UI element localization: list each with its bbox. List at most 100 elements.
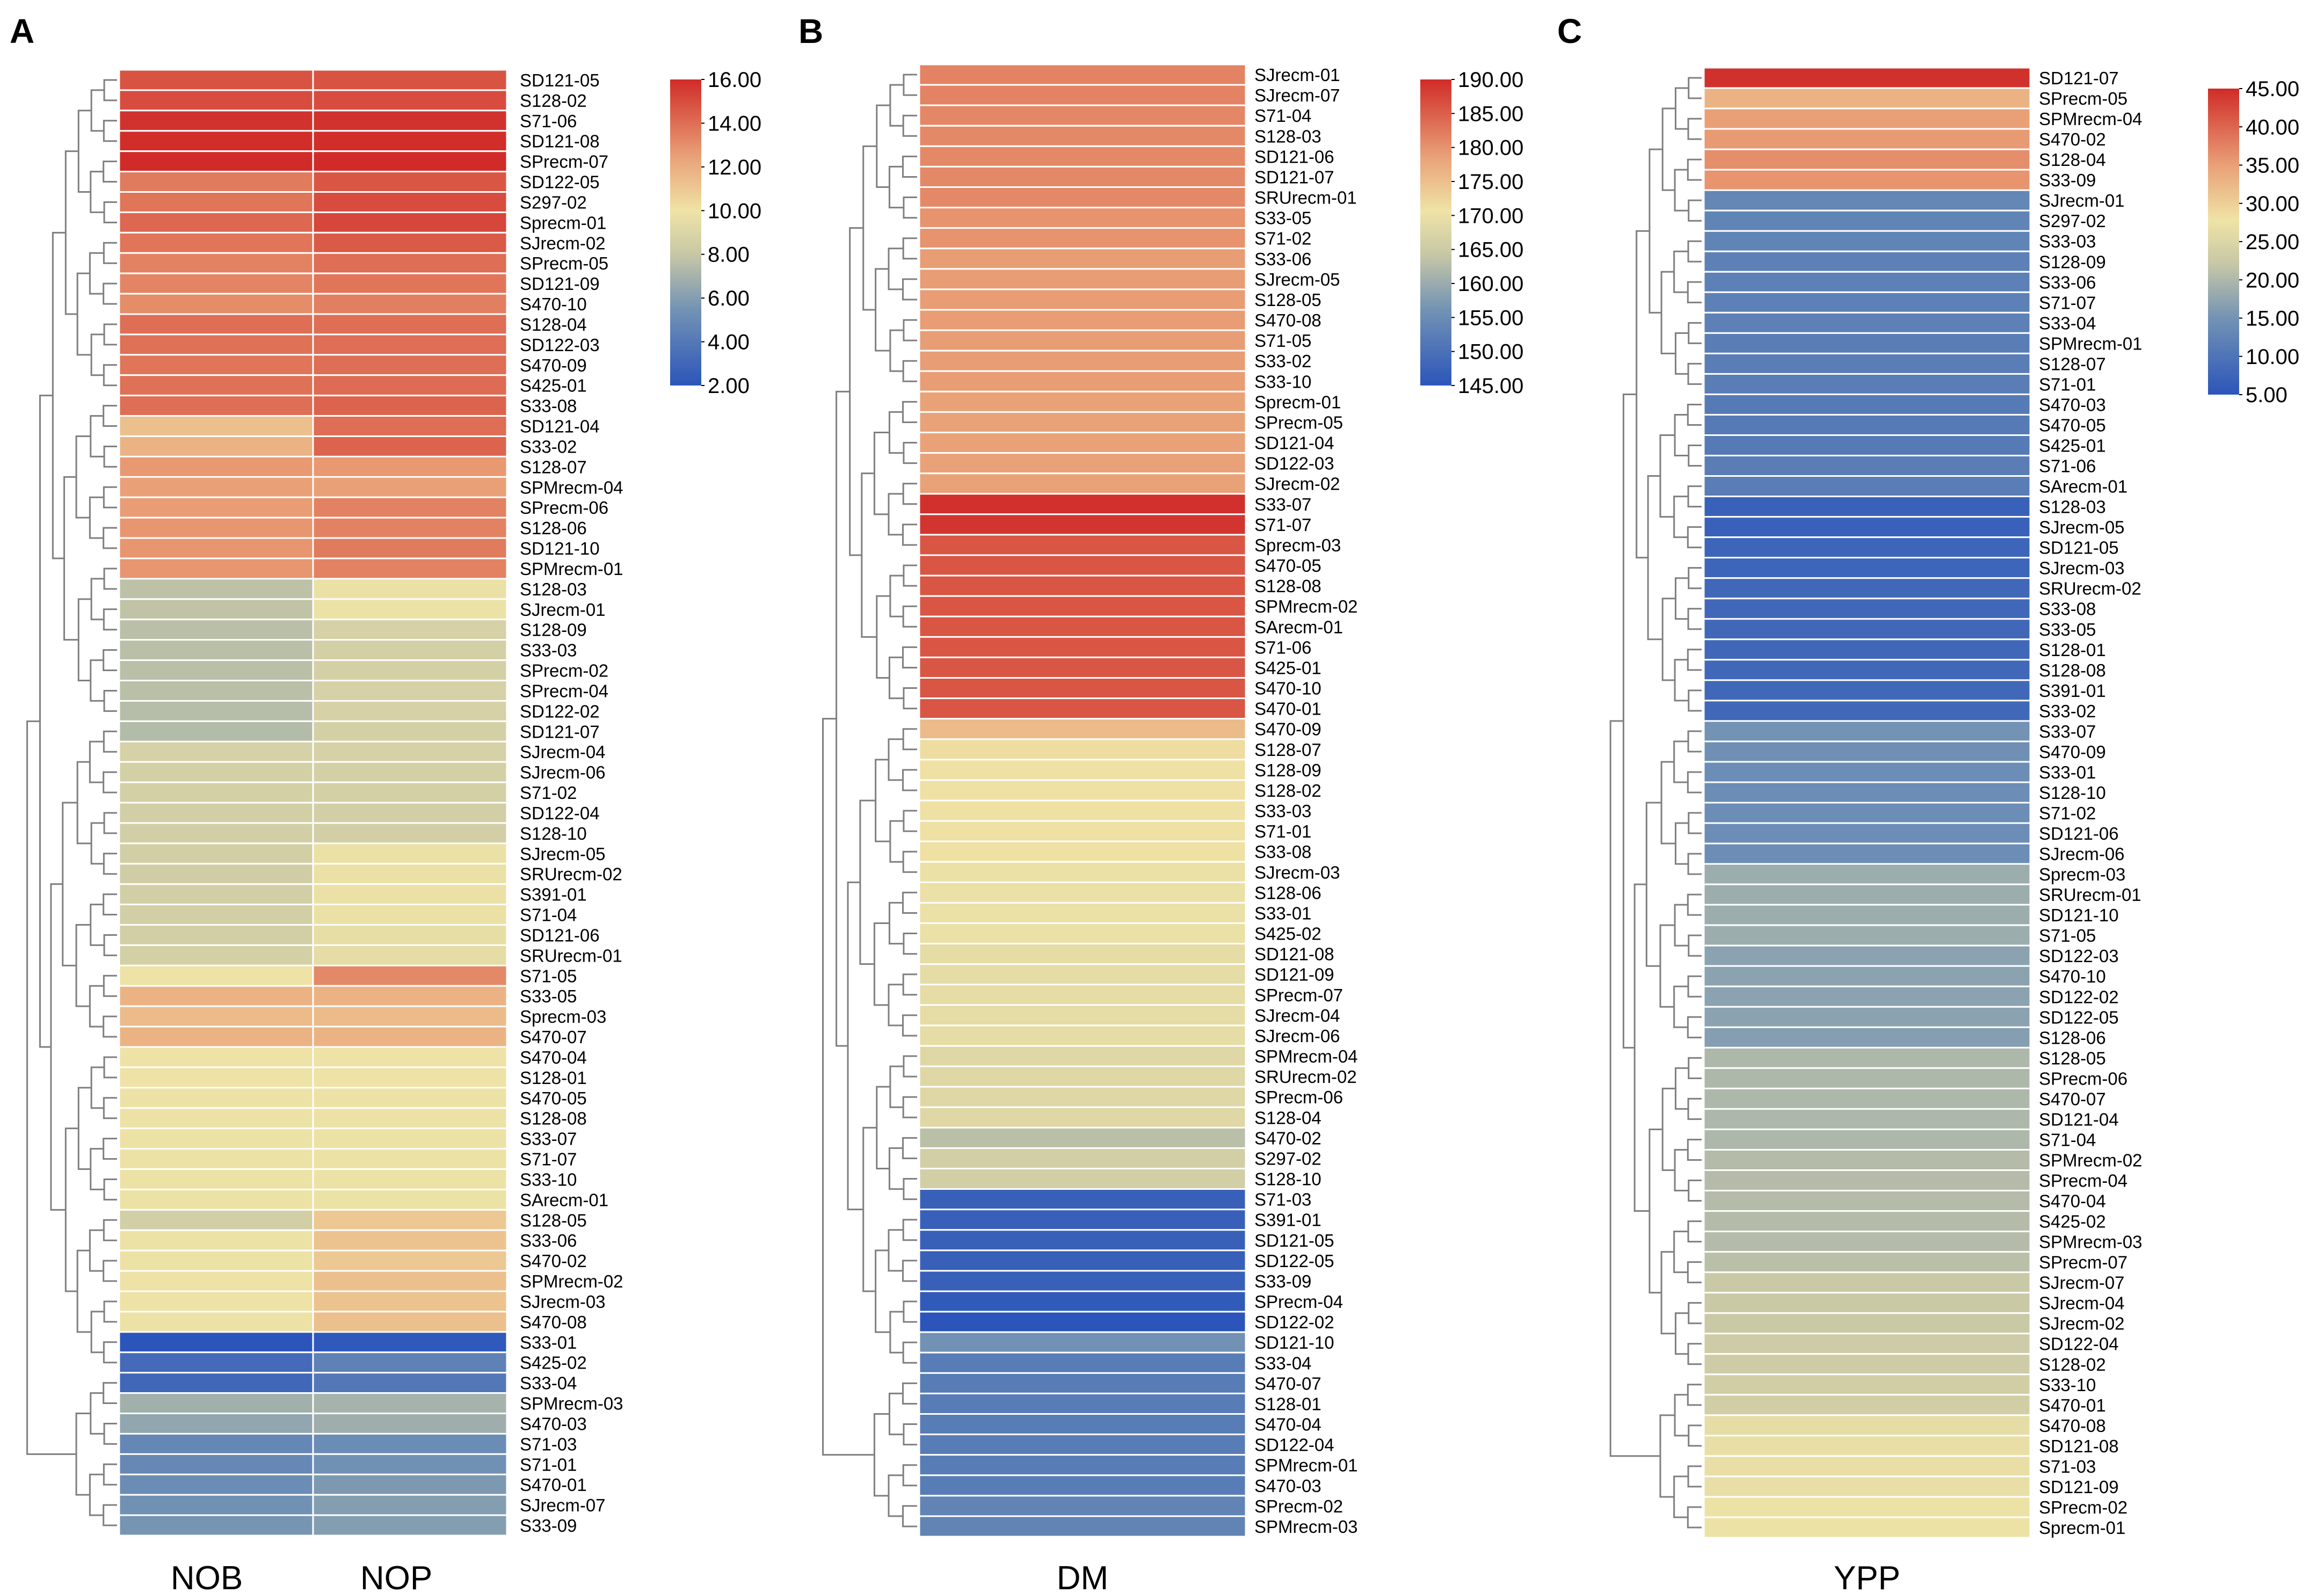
row-label: SRUrecm-02 [1254,1067,1357,1087]
colorbar-tick-label: 180.00 [1458,136,1523,160]
dendrogram-branch [89,1473,104,1516]
dendrogram-branch [90,333,105,376]
heatmap-cell [918,554,1247,577]
row-label: S470-03 [520,1414,587,1434]
dendrogram-branch [90,1066,105,1109]
heatmap-cell [312,1413,508,1435]
colorbar-tick-label: 175.00 [1458,170,1523,194]
dendrogram-branch [889,1065,904,1108]
heatmap-cell [1703,1292,2031,1314]
heatmap-cell [1703,1169,2031,1192]
colorbar-tick-label: 155.00 [1458,306,1523,330]
dendrogram-branch [902,646,917,668]
heatmap-cell [312,110,508,132]
row-label: S297-02 [2039,211,2106,231]
heatmap-cell [312,1290,508,1313]
heatmap-cell [118,1229,314,1252]
heatmap-cell [1703,496,2031,518]
dendrogram-branch [90,578,105,621]
row-label: S33-02 [2039,701,2096,721]
heatmap-cell [918,677,1247,700]
dendrogram-branch [1674,659,1689,702]
heatmap-cell [118,680,314,702]
colorbar-tick-label: 165.00 [1458,238,1523,262]
row-label: SD121-09 [520,274,600,294]
row-label: S33-06 [520,1231,577,1250]
row-label: S33-08 [2039,599,2096,619]
colorbar-c-ticks: 5.00 10.00 15.00 20.00 25.00 30.00 35.00 40.00 4… [2239,77,2299,407]
row-label: S33-07 [520,1129,577,1149]
row-label: SArecm-01 [2039,477,2127,497]
row-label: S71-03 [1254,1190,1311,1210]
heatmap-cell [118,1311,314,1333]
row-label: S425-02 [1254,924,1321,944]
heatmap-cell [118,1148,314,1170]
heatmap-cell [1703,373,2031,395]
dendrogram-branch [876,104,890,188]
dendrogram-branch [90,904,105,946]
dendrogram-branch [1674,1394,1689,1437]
heatmap-cell [118,354,314,376]
dendrogram-branch [1688,1424,1702,1447]
dendrogram-branch [1674,904,1689,947]
row-label: SJrecm-05 [1254,270,1340,289]
heatmap-cell [312,944,508,966]
row-label: SPrecm-04 [520,681,608,701]
heatmap-cell [918,759,1247,781]
colorbar-tick-label: 190.00 [1458,68,1523,92]
row-label: SD121-10 [520,539,600,558]
heatmap-cell [312,272,508,295]
row-label: S71-02 [520,783,577,803]
row-label: S128-10 [1254,1169,1321,1189]
row-label: SJrecm-01 [520,600,606,620]
heatmap-cell [118,1128,314,1150]
heatmap-cell [1703,944,2031,967]
heatmap-cell [1703,148,2031,171]
dendrogram-branch [1688,322,1702,344]
colorbar-tick-label: 10.00 [708,199,761,223]
dendrogram-branch [1687,240,1702,263]
row-label: S71-07 [1254,515,1311,535]
row-label: S33-01 [1254,903,1311,923]
heatmap-grid-b [918,63,1247,1538]
heatmap-cell [312,435,508,457]
row-label: S71-04 [520,905,577,925]
heatmap-cell [312,578,508,600]
dendrogram-branch [103,1463,117,1486]
dendrogram-branch [103,853,117,875]
panel-letter-a: A [10,12,34,50]
row-label: S128-10 [2039,783,2106,803]
heatmap-cell [118,333,314,356]
heatmap-cell [118,842,314,865]
heatmap-cell [312,842,508,865]
heatmap-cell [312,659,508,682]
row-label: S33-06 [1254,249,1311,269]
dendrogram-branch [902,155,917,178]
dendrogram-branch [1674,1148,1689,1192]
heatmap-cell [918,268,1247,290]
row-label: S470-09 [1254,719,1321,739]
dendrogram-branch [1673,1231,1689,1274]
row-label: S470-01 [1254,699,1321,719]
heatmap-cell [312,720,508,743]
heatmap-cell [118,191,314,213]
row-label: S470-05 [1254,556,1321,576]
heatmap-cell [118,150,314,173]
heatmap-cell [1703,107,2031,130]
heatmap-cell [918,697,1247,720]
row-label: S71-01 [520,1454,577,1474]
row-label: S128-02 [520,91,587,111]
dendrogram-branch [103,1219,117,1241]
heatmap-cell [1703,1046,2031,1069]
row-label: S33-09 [1254,1271,1311,1291]
dendrogram-branch [1687,1384,1702,1406]
heatmap-cell [918,411,1247,434]
heatmap-cell [312,883,508,906]
row-label: S33-04 [2039,313,2096,333]
row-label: Sprecm-03 [520,1007,606,1027]
colorbar-tick-label: 170.00 [1458,204,1523,228]
heatmap-cell [118,964,314,987]
heatmap-cell [312,1025,508,1048]
heatmap-cell [1703,67,2031,89]
heatmap-cell [1703,1251,2031,1274]
